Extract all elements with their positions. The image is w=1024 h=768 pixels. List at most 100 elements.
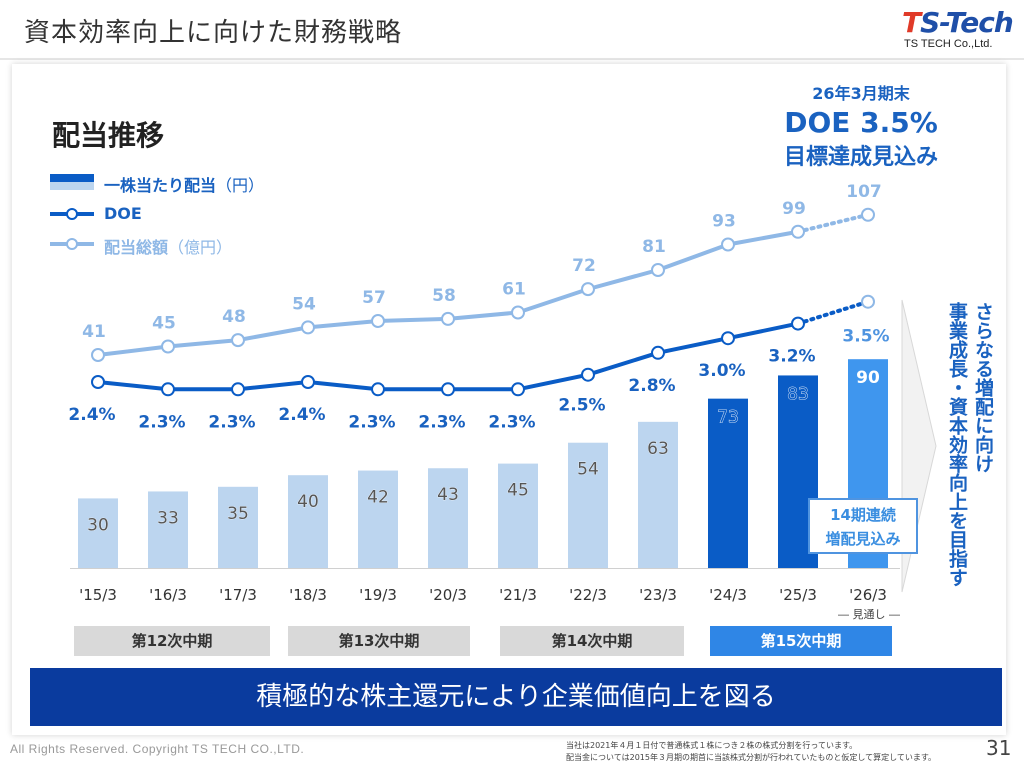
legend-line-icon: [50, 208, 94, 220]
bar: [78, 498, 118, 568]
doe-value-label: 2.8%: [628, 376, 675, 396]
bar-value-label: 33: [157, 508, 179, 528]
total-value-label: 93: [712, 212, 736, 232]
doe-forecast-line: [796, 299, 870, 326]
total-value-label: 57: [362, 288, 386, 308]
growth-message-line-1: さらなる増配に向け: [972, 302, 994, 473]
phase-15: 第15次中期: [710, 626, 892, 656]
doe-point: [441, 382, 455, 397]
total-point: [651, 263, 665, 277]
bar: [708, 398, 748, 568]
bar-value-label: 43: [437, 485, 459, 505]
bar-value-label: 40: [297, 492, 319, 512]
total-point: [371, 314, 385, 328]
x-tick-label: '23/3: [639, 586, 677, 604]
bar-value-label: 63: [647, 439, 669, 459]
x-tick-label: '25/3: [779, 586, 817, 604]
page-title: 資本効率向上に向けた財務戦略: [24, 18, 403, 48]
total-point: [721, 237, 735, 252]
legend-unit-total: （億円）: [168, 238, 233, 257]
company-logo: TS-Tech TS TECH Co.,Ltd.: [896, 6, 1016, 54]
x-tick-label: '20/3: [429, 586, 467, 604]
total-value-label: 81: [642, 237, 666, 257]
total-value-label: 99: [782, 199, 806, 219]
target-status: 目標達成見込み: [783, 145, 938, 170]
footnotes: 当社は2021年４月１日付で普通株式１株につき２株の株式分割を行っています。 配…: [566, 740, 936, 764]
total-point: [301, 320, 315, 335]
total-value-label: 72: [572, 256, 596, 276]
bar-value-label: 83: [787, 384, 809, 404]
total-point: [91, 348, 105, 362]
doe-value-label: 2.3%: [138, 412, 185, 432]
logo-wordmark: TS-Tech: [902, 6, 1014, 39]
copyright: All Rights Reserved. Copyright TS TECH C…: [10, 742, 305, 756]
bar: [288, 475, 328, 568]
total-value-label: 48: [222, 307, 246, 327]
doe-target-callout: 26年3月期末 DOE 3.5% 目標達成見込み: [756, 80, 966, 171]
bar: [428, 468, 468, 568]
header-divider: [0, 58, 1024, 60]
doe-value-label: 2.3%: [488, 412, 535, 432]
legend-unit-dps: （円）: [216, 176, 265, 195]
doe-point: [301, 375, 315, 389]
doe-value-label: 2.3%: [348, 412, 395, 432]
badge-line-1: 14期連続: [830, 506, 896, 524]
bar: [218, 486, 258, 568]
total-point: [511, 305, 525, 320]
bar: [358, 470, 398, 568]
doe-point: [651, 345, 665, 360]
doe-point: [161, 382, 175, 397]
doe-point: [511, 382, 525, 397]
page-number: 31: [986, 736, 1012, 760]
bar-value-label: 35: [227, 504, 249, 524]
x-tick-label: '22/3: [569, 586, 607, 604]
footnote-2: 配当金については2015年３月期の期首に当該株式分割が行われていたものと仮定して…: [566, 753, 937, 762]
x-tick-label: '16/3: [149, 586, 187, 604]
legend-label-total: 配当総額: [104, 238, 169, 257]
x-tick-label: '21/3: [499, 586, 537, 604]
target-doe: DOE 3.5%: [784, 106, 938, 139]
total-value-label: 41: [82, 322, 106, 342]
legend-item-doe: DOE: [50, 202, 310, 226]
legend-item-total: 配当総額（億円）: [50, 232, 310, 257]
doe-point: [581, 367, 595, 382]
doe-line: [97, 321, 799, 392]
x-tick-label: '24/3: [709, 586, 747, 604]
growth-message: さらなる増配に向け 事業成長・資本効率向上を目指す: [944, 302, 996, 587]
doe-point: [721, 331, 735, 346]
bar: [568, 442, 608, 568]
bar: [148, 491, 188, 568]
target-period: 26年3月期末: [812, 84, 910, 103]
consecutive-increase-badge: 14期連続 増配見込み: [808, 498, 918, 554]
total-value-label: 58: [432, 286, 456, 306]
legend-label-dps: 一株当たり配当: [104, 176, 217, 195]
doe-point: [91, 375, 105, 389]
bar-value-label: 73: [717, 408, 739, 428]
logo-company-name: TS TECH Co.,Ltd.: [904, 38, 993, 50]
total-point: [791, 224, 805, 239]
doe-value-label: 3.0%: [698, 361, 745, 381]
header: 資本効率向上に向けた財務戦略 TS-Tech TS TECH Co.,Ltd.: [0, 0, 1024, 58]
total-value-label: 54: [292, 294, 316, 314]
forecast-note: ― 見通し ―: [838, 608, 900, 621]
bar: [638, 421, 678, 568]
phase-14: 第14次中期: [500, 626, 684, 656]
x-tick-label: '19/3: [359, 586, 397, 604]
legend-bar-icon: [50, 174, 94, 190]
legend-line-icon: [50, 238, 94, 250]
x-tick-label: '18/3: [289, 586, 327, 604]
key-message-banner: 積極的な株主還元により企業価値向上を図る: [30, 668, 1002, 726]
footnote-1: 当社は2021年４月１日付で普通株式１株につき２株の株式分割を行っています。: [566, 741, 858, 750]
bar: [498, 463, 538, 568]
doe-value-label: 3.5%: [842, 327, 889, 347]
total-point: [861, 207, 875, 222]
total-point: [161, 339, 175, 354]
doe-value-label: 3.2%: [768, 347, 815, 367]
total-value-label: 107: [846, 182, 882, 202]
chart-title: 配当推移: [52, 119, 165, 152]
bar-value-label: 30: [87, 515, 109, 535]
doe-point: [861, 294, 875, 309]
bar-value-label: 54: [577, 460, 599, 480]
x-tick-label: '26/3: [849, 586, 887, 604]
